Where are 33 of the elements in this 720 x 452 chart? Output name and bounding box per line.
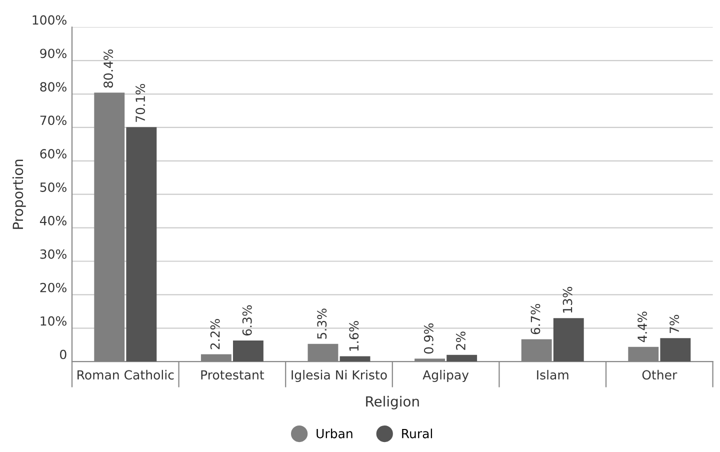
y-tick-label: 30% <box>40 249 66 259</box>
y-tick-label: 40% <box>40 216 66 226</box>
data-label: 2.2% <box>210 319 220 350</box>
data-label: 6.7% <box>530 304 540 334</box>
legend-label: Urban <box>316 428 352 438</box>
y-tick-label: 100% <box>32 15 66 25</box>
x-tick-label: Islam <box>537 370 568 380</box>
y-tick-label: 10% <box>40 316 66 326</box>
y-tick-label: 20% <box>40 282 66 292</box>
data-label: 70.1% <box>136 84 146 122</box>
y-axis-title: Proportion <box>12 160 26 229</box>
x-tick-label: Aglipay <box>422 370 469 382</box>
y-tick-label: 60% <box>40 149 66 158</box>
data-label: 6.3% <box>242 305 252 336</box>
x-tick-label: Iglesia Ni Kristo <box>292 370 387 382</box>
y-tick-label: 70% <box>40 116 66 126</box>
x-axis-title: Religion <box>366 396 419 410</box>
data-label: 4.4% <box>638 312 648 342</box>
data-label: 5.3% <box>317 308 327 339</box>
x-tick-label: Roman Catholic <box>78 370 174 380</box>
x-tick-label: Other <box>642 370 678 380</box>
data-label: 7% <box>670 314 680 333</box>
data-label: 80.4% <box>104 49 114 88</box>
legend-label: Rural <box>402 428 432 438</box>
x-tick-label: Protestant <box>201 370 264 380</box>
y-tick-label: 90% <box>40 48 66 58</box>
data-label: 1.6% <box>349 321 359 351</box>
y-tick-label: 50% <box>40 182 66 192</box>
y-tick-label: 80% <box>40 82 66 92</box>
data-label: 0.9% <box>424 323 434 354</box>
y-tick-label: 0 <box>60 350 66 360</box>
data-label: 2% <box>456 332 466 350</box>
data-label: 13% <box>562 286 572 313</box>
